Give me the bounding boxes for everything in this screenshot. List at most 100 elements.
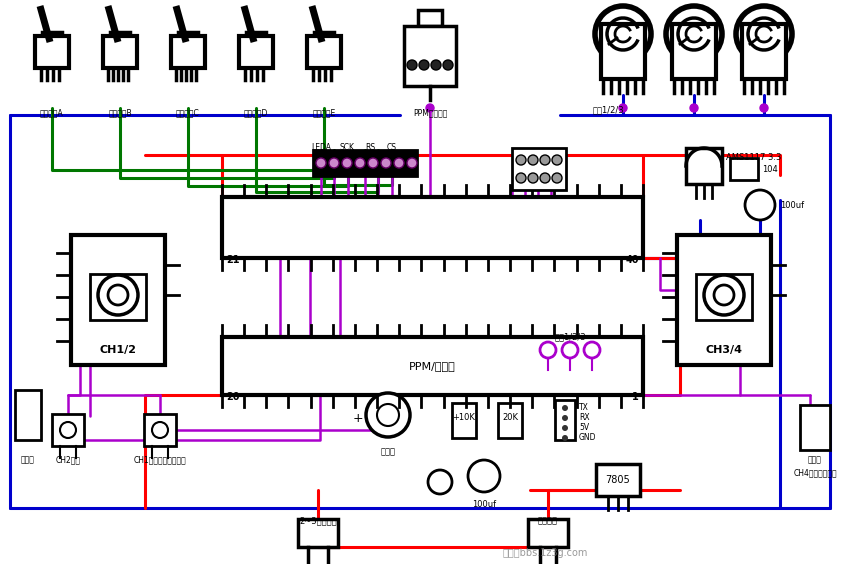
Circle shape: [528, 155, 538, 165]
Circle shape: [419, 60, 429, 70]
Circle shape: [736, 6, 792, 62]
Text: 5V: 5V: [579, 424, 590, 433]
Bar: [222, 337, 643, 395]
Bar: [246, 32, 266, 42]
Circle shape: [552, 173, 562, 183]
Text: CH4微调、加减键: CH4微调、加减键: [793, 468, 837, 477]
Circle shape: [584, 342, 600, 358]
Text: 菜单键: 菜单键: [808, 455, 822, 464]
Text: 2~3节锂电池: 2~3节锂电池: [299, 516, 336, 525]
Text: 蜂鸣器: 蜂鸣器: [380, 447, 395, 456]
Circle shape: [562, 415, 568, 421]
Circle shape: [690, 104, 698, 112]
Circle shape: [704, 275, 744, 315]
Text: 型中国bbs.1z3g.com: 型中国bbs.1z3g.com: [502, 548, 588, 558]
Circle shape: [516, 173, 526, 183]
Circle shape: [666, 6, 722, 62]
Circle shape: [377, 404, 399, 426]
Text: 上下键: 上下键: [21, 455, 35, 464]
Bar: [696, 274, 752, 320]
Bar: [528, 519, 568, 547]
Circle shape: [562, 405, 568, 411]
Circle shape: [342, 158, 352, 168]
Text: PPM/模拟器: PPM/模拟器: [409, 361, 455, 371]
Circle shape: [468, 460, 500, 492]
Text: 100uf: 100uf: [780, 200, 804, 209]
Text: 三段开关C: 三段开关C: [176, 108, 200, 117]
Text: 电源开关: 电源开关: [538, 516, 558, 525]
Bar: [52, 414, 84, 446]
Circle shape: [407, 60, 417, 70]
Circle shape: [394, 158, 404, 168]
Bar: [144, 414, 176, 446]
Circle shape: [595, 6, 651, 62]
Text: CH1/2: CH1/2: [99, 345, 136, 355]
Text: RX: RX: [579, 413, 590, 422]
Bar: [171, 36, 205, 68]
Text: CS: CS: [387, 143, 397, 152]
Text: 20K: 20K: [502, 413, 518, 422]
Text: 100uf: 100uf: [472, 500, 496, 509]
Bar: [512, 148, 566, 190]
Bar: [298, 519, 338, 547]
Text: SCK: SCK: [340, 143, 355, 152]
Bar: [71, 235, 165, 365]
Bar: [498, 403, 522, 438]
Circle shape: [329, 158, 339, 168]
Bar: [418, 10, 442, 26]
Circle shape: [152, 422, 168, 438]
Bar: [110, 32, 130, 42]
Text: 旋钮1/2/3: 旋钮1/2/3: [554, 332, 586, 341]
Text: 三段开关B: 三段开关B: [108, 108, 132, 117]
Circle shape: [355, 158, 365, 168]
Bar: [686, 148, 722, 184]
Bar: [35, 36, 69, 68]
Bar: [178, 32, 198, 42]
Circle shape: [60, 422, 76, 438]
Text: TX: TX: [579, 403, 589, 412]
Text: 104: 104: [762, 165, 778, 174]
Circle shape: [516, 155, 526, 165]
Circle shape: [431, 60, 441, 70]
Bar: [42, 32, 62, 42]
Bar: [239, 36, 273, 68]
Text: LEDA: LEDA: [311, 143, 331, 152]
Text: CH2微调: CH2微调: [56, 455, 81, 464]
Text: 1: 1: [632, 392, 639, 402]
Text: GND: GND: [579, 434, 596, 443]
Circle shape: [407, 158, 417, 168]
Bar: [800, 405, 830, 450]
Bar: [404, 26, 456, 86]
Bar: [677, 235, 771, 365]
Bar: [314, 32, 334, 42]
Bar: [307, 36, 341, 68]
Circle shape: [381, 158, 391, 168]
Bar: [103, 36, 137, 68]
Bar: [452, 403, 476, 438]
Text: PPM耳机插座: PPM耳机插座: [413, 108, 447, 117]
Bar: [90, 274, 146, 320]
Circle shape: [98, 275, 138, 315]
Text: RS: RS: [365, 143, 375, 152]
Circle shape: [443, 60, 453, 70]
Bar: [742, 24, 786, 79]
Circle shape: [540, 173, 550, 183]
Circle shape: [619, 104, 627, 112]
Text: 二段开关E: 二段开关E: [312, 108, 336, 117]
Text: 21: 21: [226, 255, 240, 265]
Bar: [596, 464, 640, 496]
Bar: [730, 158, 758, 180]
Circle shape: [562, 435, 568, 441]
Text: AMS1117 3.3: AMS1117 3.3: [726, 153, 781, 162]
Text: 二段开关A: 二段开关A: [40, 108, 64, 117]
Circle shape: [552, 155, 562, 165]
Circle shape: [108, 285, 128, 305]
Bar: [313, 150, 417, 176]
Circle shape: [316, 158, 326, 168]
Circle shape: [428, 470, 452, 494]
Circle shape: [714, 285, 734, 305]
Circle shape: [426, 104, 434, 112]
Circle shape: [562, 425, 568, 431]
Bar: [672, 24, 716, 79]
Circle shape: [562, 342, 578, 358]
